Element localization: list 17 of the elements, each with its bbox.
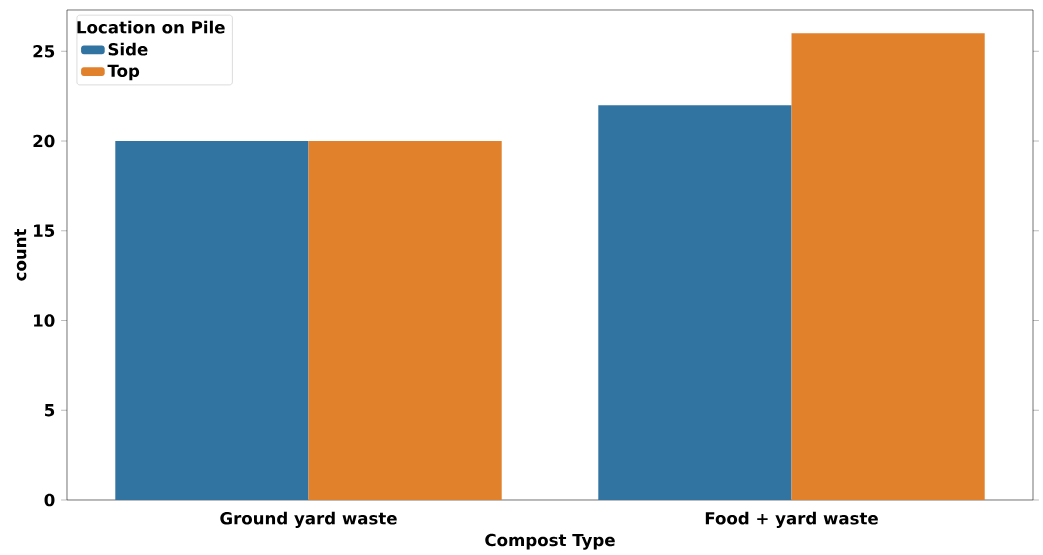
legend-title: Location on Pile [77, 20, 225, 34]
y-axis-title: count [14, 228, 27, 281]
x-tick-label: Food + yard waste [705, 511, 878, 528]
legend-label: Top [107, 64, 140, 81]
y-tick-label: 5 [45, 404, 55, 417]
legend-label: Side [108, 42, 148, 56]
y-tick-label: 25 [33, 45, 55, 58]
y-tick-label: 10 [34, 314, 55, 327]
y-tick-label: 20 [33, 134, 55, 148]
bar [598, 105, 792, 500]
y-tick-label: 15 [34, 224, 55, 237]
bar [791, 33, 985, 500]
x-tick-label: Ground yard waste [220, 511, 397, 528]
y-tick-label: 0 [44, 493, 55, 507]
bar [115, 141, 309, 500]
bar [308, 141, 502, 500]
x-axis-title: Compost Type [485, 533, 615, 550]
